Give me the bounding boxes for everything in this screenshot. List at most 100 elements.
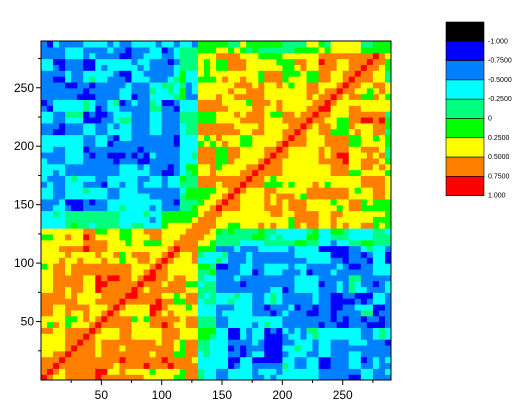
contour-cell — [209, 309, 217, 317]
contour-cell — [53, 163, 60, 171]
contour-cell — [372, 344, 380, 352]
contour-cell — [330, 204, 338, 212]
contour-cell — [41, 327, 48, 334]
contour-cell — [276, 163, 283, 171]
contour-cell — [143, 58, 151, 65]
contour-cell — [53, 99, 60, 106]
contour-cell — [107, 350, 115, 358]
contour-cell — [276, 274, 283, 282]
contour-cell — [258, 362, 265, 369]
contour-cell — [294, 321, 302, 328]
contour-cell — [209, 356, 217, 364]
contour-cell — [216, 192, 223, 200]
contour-cell — [137, 181, 145, 188]
contour-cell — [306, 99, 314, 106]
contour-cell — [264, 292, 271, 299]
contour-cell — [264, 274, 271, 282]
contour-cell — [167, 58, 175, 65]
contour-cell — [336, 111, 344, 118]
contour-cell — [324, 111, 332, 118]
contour-cell — [324, 350, 332, 358]
contour-cell — [330, 216, 338, 223]
contour-cell — [107, 58, 115, 65]
contour-cell — [119, 70, 127, 77]
contour-cell — [155, 309, 163, 317]
contour-cell — [324, 251, 332, 258]
contour-cell — [270, 105, 277, 112]
contour-cell — [330, 116, 338, 124]
contour-cell — [191, 274, 199, 282]
contour-cell — [384, 251, 391, 258]
contour-cell — [318, 304, 326, 311]
contour-cell — [143, 169, 151, 177]
contour-cell — [342, 111, 350, 118]
contour-cell — [143, 116, 151, 124]
contour-cell — [113, 333, 121, 340]
contour-cell — [228, 327, 235, 334]
contour-cell — [384, 368, 391, 375]
contour-cell — [348, 239, 356, 247]
contour-cell — [324, 122, 332, 130]
contour-cell — [203, 368, 211, 375]
contour-cell — [125, 198, 133, 206]
contour-cell — [119, 140, 127, 147]
contour-cell — [378, 344, 386, 352]
contour-cell — [83, 87, 90, 95]
contour-cell — [294, 251, 302, 258]
contour-cell — [59, 268, 66, 276]
contour-cell — [161, 140, 169, 147]
contour-cell — [258, 87, 265, 95]
contour-cell — [65, 204, 72, 212]
contour-cell — [270, 280, 277, 288]
contour-cell — [372, 93, 380, 101]
contour-cell — [378, 198, 386, 206]
contour-cell — [282, 210, 290, 217]
contour-cell — [161, 239, 169, 247]
contour-cell — [107, 128, 115, 136]
contour-cell — [324, 175, 332, 182]
contour-cell — [203, 280, 211, 288]
contour-cell — [41, 70, 48, 77]
contour-cell — [222, 333, 229, 340]
contour-cell — [197, 233, 205, 241]
contour-cell — [107, 105, 115, 112]
contour-cell — [191, 309, 199, 317]
contour-cell — [240, 64, 247, 71]
x-tick-label: 200 — [272, 388, 292, 402]
contour-cell — [185, 41, 193, 48]
contour-cell — [185, 356, 193, 364]
legend-label: 1.000 — [488, 193, 506, 200]
contour-cell — [336, 187, 344, 194]
contour-cell — [216, 52, 223, 60]
contour-cell — [366, 76, 374, 83]
contour-cell — [197, 274, 205, 282]
contour-cell — [384, 362, 391, 369]
contour-cell — [143, 175, 151, 182]
contour-cell — [216, 239, 223, 247]
contour-cell — [125, 134, 133, 141]
contour-cell — [161, 46, 169, 54]
contour-cell — [354, 315, 362, 323]
contour-cell — [149, 251, 157, 258]
contour-cell — [300, 192, 308, 200]
contour-cell — [185, 157, 193, 165]
contour-cell — [119, 64, 127, 71]
contour-cell — [234, 356, 241, 364]
contour-cell — [300, 111, 308, 118]
contour-cell — [312, 41, 320, 48]
contour-cell — [167, 81, 175, 89]
contour-cell — [125, 163, 133, 171]
contour-cell — [384, 321, 391, 328]
contour-cell — [125, 245, 133, 253]
contour-cell — [191, 116, 199, 124]
contour-cell — [149, 280, 157, 288]
contour-cell — [264, 41, 271, 48]
contour-cell — [161, 251, 169, 258]
contour-cell — [288, 93, 296, 101]
contour-cell — [143, 298, 151, 305]
contour-cell — [119, 263, 127, 270]
contour-cell — [240, 321, 247, 328]
contour-cell — [294, 309, 302, 317]
contour-cell — [336, 321, 344, 328]
